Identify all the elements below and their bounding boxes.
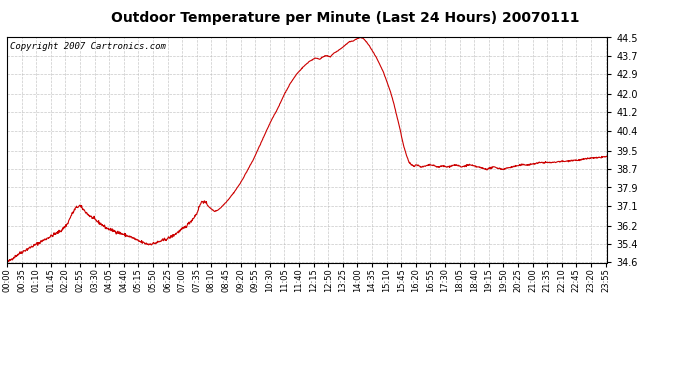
Text: Outdoor Temperature per Minute (Last 24 Hours) 20070111: Outdoor Temperature per Minute (Last 24 … — [111, 11, 579, 25]
Text: Copyright 2007 Cartronics.com: Copyright 2007 Cartronics.com — [10, 42, 166, 51]
